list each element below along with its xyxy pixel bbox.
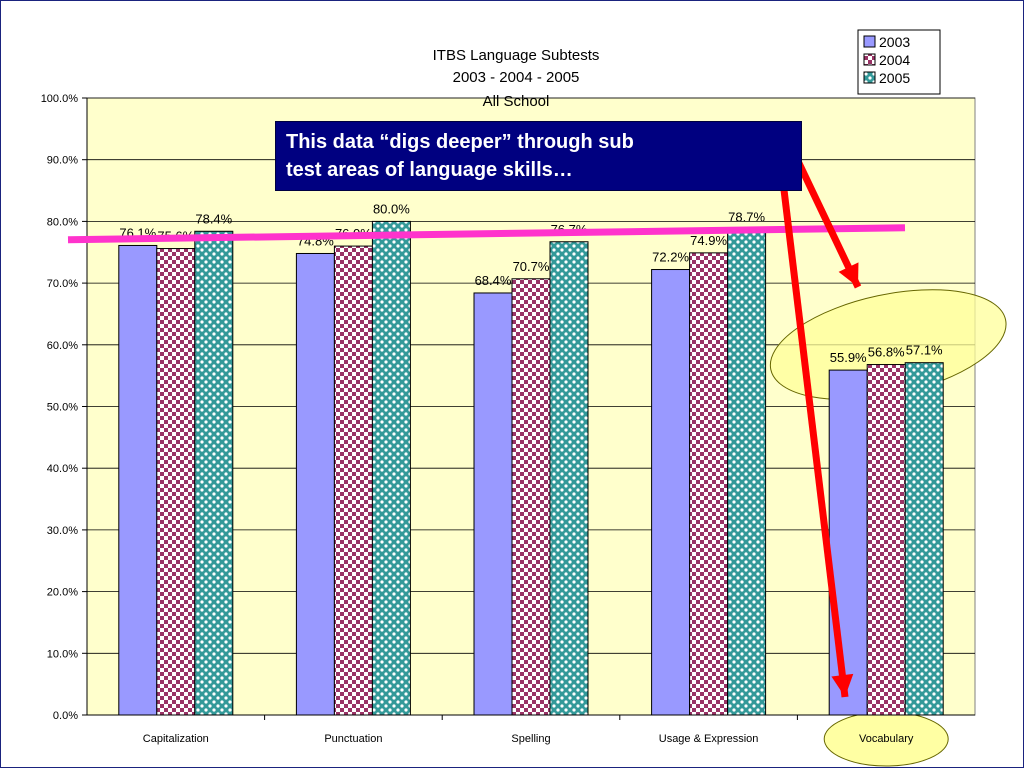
bar-2005-usage-expression [727, 228, 767, 716]
bar-2005-spelling [549, 241, 589, 716]
chart-title-line-2: 2003 - 2004 - 2005 [453, 69, 580, 86]
y-tick-label: 50.0% [47, 402, 78, 414]
y-tick-label: 20.0% [47, 587, 78, 599]
bars [118, 220, 944, 716]
bar-2003-capitalization [118, 244, 158, 716]
y-tick-label: 10.0% [47, 648, 78, 660]
data-label: 55.9% [830, 350, 867, 365]
callout-line-2: test areas of language skills… [286, 159, 573, 181]
bar-2004-vocabulary [866, 364, 906, 716]
callout-line-1: This data “digs deeper” through sub [286, 131, 634, 153]
legend-label-2003: 2003 [879, 34, 910, 50]
category-label: Vocabulary [859, 733, 914, 745]
y-tick-label: 0.0% [53, 710, 78, 722]
arrow-to-vocabulary-bars-head [838, 262, 859, 287]
data-label: 70.7% [513, 259, 550, 274]
category-label: Spelling [511, 733, 550, 745]
category-label: Usage & Expression [659, 733, 759, 745]
arrow-to-vocabulary-label-head [831, 673, 854, 697]
data-label: 74.9% [690, 233, 727, 248]
chart-title: ITBS Language Subtests 2003 - 2004 - 200… [433, 47, 600, 110]
bar-2003-punctuation [295, 252, 335, 716]
y-tick-label: 80.0% [47, 216, 78, 228]
y-tick-label: 90.0% [47, 155, 78, 167]
bar-2003-vocabulary [828, 369, 868, 716]
chart-title-line-3: All School [483, 93, 550, 110]
data-label: 72.2% [652, 250, 689, 265]
data-label: 80.0% [373, 201, 410, 216]
data-label: 78.4% [195, 211, 232, 226]
reference-line-group [67, 224, 906, 244]
legend-swatch-2005 [863, 71, 876, 84]
reference-line [67, 224, 906, 244]
y-tick-label: 40.0% [47, 463, 78, 475]
bar-2004-spelling [511, 278, 551, 716]
y-tick-label: 100.0% [41, 93, 79, 105]
legend-swatch-2003 [863, 35, 876, 48]
bar-2004-capitalization [156, 248, 196, 716]
bar-2005-punctuation [371, 220, 411, 716]
chart-title-line-1: ITBS Language Subtests [433, 47, 600, 64]
category-labels: Capitalization Punctuation Spelling Usage &… [143, 733, 914, 745]
data-label: 57.1% [906, 343, 943, 358]
legend-label-2005: 2005 [879, 70, 910, 86]
data-label: 68.4% [475, 273, 512, 288]
bar-2005-capitalization [194, 230, 234, 716]
arrow-to-vocabulary-label-shaft [774, 139, 849, 698]
legend-label-2004: 2004 [879, 52, 910, 68]
bar-2004-usage-expression [689, 252, 729, 716]
bar-2005-vocabulary [904, 362, 944, 716]
data-label: 78.7% [728, 209, 765, 224]
legend: 2003 2004 2005 [857, 29, 941, 95]
bar-2004-punctuation [333, 245, 373, 716]
y-tick-label: 60.0% [47, 340, 78, 352]
y-tick-label: 70.0% [47, 278, 78, 290]
bar-2003-spelling [473, 292, 513, 716]
category-label: Capitalization [143, 733, 209, 745]
data-label: 56.8% [868, 345, 905, 360]
callout-box: This data “digs deeper” through sub test… [275, 121, 802, 191]
category-label: Punctuation [324, 733, 382, 745]
y-tick-label: 30.0% [47, 525, 78, 537]
legend-swatch-2004 [863, 53, 876, 66]
bar-2003-usage-expression [651, 269, 691, 716]
